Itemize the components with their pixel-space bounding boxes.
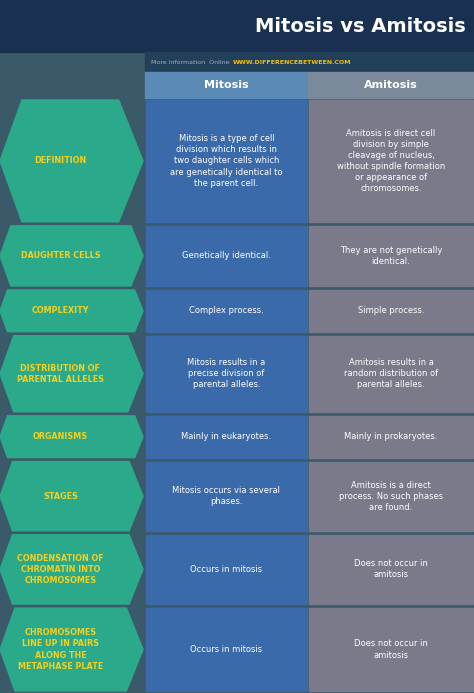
Polygon shape: [0, 608, 143, 691]
Text: Amitosis results in a
random distribution of
parental alleles.: Amitosis results in a random distributio…: [344, 358, 438, 389]
Text: Amitosis is a direct
process. No such phases
are found.: Amitosis is a direct process. No such ph…: [339, 480, 443, 512]
Bar: [146, 462, 307, 531]
Polygon shape: [0, 226, 143, 286]
Bar: [146, 100, 307, 222]
Text: Mainly in prokaryotes.: Mainly in prokaryotes.: [344, 432, 438, 441]
Polygon shape: [0, 100, 143, 222]
Bar: [309, 608, 473, 691]
Polygon shape: [0, 416, 143, 457]
Bar: [146, 335, 307, 412]
Polygon shape: [0, 335, 143, 412]
Text: Simple process.: Simple process.: [358, 306, 424, 315]
Text: Occurs in mitosis: Occurs in mitosis: [191, 645, 263, 654]
Text: More Information  Online: More Information Online: [151, 60, 229, 64]
Bar: [309, 535, 473, 604]
Text: CHROMOSOMES
LINE UP IN PAIRS
ALONG THE
METAPHASE PLATE: CHROMOSOMES LINE UP IN PAIRS ALONG THE M…: [18, 629, 103, 671]
Text: Does not occur in
amitosis: Does not occur in amitosis: [354, 640, 428, 660]
Polygon shape: [0, 290, 143, 332]
Bar: [146, 608, 307, 691]
Bar: [309, 100, 473, 222]
Text: Mitosis vs Amitosis: Mitosis vs Amitosis: [255, 17, 466, 35]
Bar: [0, 0, 474, 52]
Text: WWW.DIFFERENCEBETWEEN.COM: WWW.DIFFERENCEBETWEEN.COM: [233, 60, 352, 64]
Text: DAUGHTER CELLS: DAUGHTER CELLS: [20, 252, 100, 261]
Bar: [146, 535, 307, 604]
Bar: [146, 416, 307, 457]
Bar: [146, 226, 307, 286]
Bar: [309, 290, 473, 332]
Polygon shape: [0, 535, 143, 604]
Text: DISTRIBUTION OF
PARENTAL ALLELES: DISTRIBUTION OF PARENTAL ALLELES: [17, 364, 104, 384]
Text: DEFINITION: DEFINITION: [34, 157, 86, 166]
Text: Mitosis results in a
precise division of
parental alleles.: Mitosis results in a precise division of…: [187, 358, 265, 389]
Text: Complex process.: Complex process.: [189, 306, 264, 315]
Text: Does not occur in
amitosis: Does not occur in amitosis: [354, 559, 428, 579]
Text: Amitosis: Amitosis: [364, 80, 418, 90]
Text: They are not genetically
identical.: They are not genetically identical.: [340, 246, 442, 266]
Text: Amitosis is direct cell
division by simple
cleavage of nucleus,
without spindle : Amitosis is direct cell division by simp…: [337, 129, 445, 193]
Text: Mainly in eukaryotes.: Mainly in eukaryotes.: [182, 432, 272, 441]
Text: COMPLEXITY: COMPLEXITY: [32, 306, 89, 315]
Bar: [309, 335, 473, 412]
Bar: [146, 290, 307, 332]
Bar: [145, 52, 474, 72]
Bar: [309, 462, 473, 531]
Bar: [145, 72, 308, 98]
Polygon shape: [0, 462, 143, 531]
Text: Occurs in mitosis: Occurs in mitosis: [191, 565, 263, 574]
Text: CONDENSATION OF
CHROMATIN INTO
CHROMOSOMES: CONDENSATION OF CHROMATIN INTO CHROMOSOM…: [17, 554, 104, 585]
Text: Mitosis occurs via several
phases.: Mitosis occurs via several phases.: [173, 486, 281, 507]
Text: ORGANISMS: ORGANISMS: [33, 432, 88, 441]
Text: Mitosis is a type of cell
division which results in
two daughter cells which
are: Mitosis is a type of cell division which…: [170, 134, 283, 188]
Bar: [309, 416, 473, 457]
Bar: [308, 72, 474, 98]
Text: Mitosis: Mitosis: [204, 80, 249, 90]
Text: STAGES: STAGES: [43, 492, 78, 500]
Text: Genetically identical.: Genetically identical.: [182, 252, 271, 261]
Bar: [309, 226, 473, 286]
